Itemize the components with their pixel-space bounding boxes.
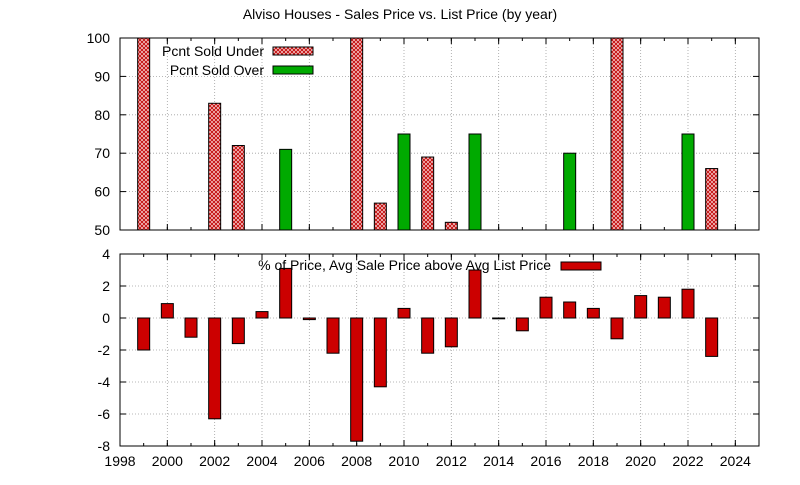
- bar-pct-above-list: [373, 317, 387, 388]
- bar-sold-under: [373, 202, 387, 231]
- bar-sold-over: [279, 148, 293, 231]
- bar-pct-above-list: [586, 307, 600, 319]
- x-tick-label: 1998: [104, 453, 135, 469]
- y-tick-label: 60: [94, 184, 110, 200]
- bar-pct-above-list: [515, 317, 529, 332]
- x-tick-label: 2004: [246, 453, 277, 469]
- legend-swatch: [560, 261, 602, 271]
- bottom-panel: -8 -6 -4 -2 0 2 4 1998 2000 2002 2004 2006 2008 2010 2…: [98, 246, 760, 469]
- y-tick-label: 2: [102, 278, 110, 294]
- x-tick-label: 2002: [199, 453, 230, 469]
- bar-pct-above-list: [563, 301, 577, 319]
- y-tick-label: -8: [98, 438, 111, 454]
- y-tick-label: 50: [94, 222, 110, 238]
- bar-pct-above-list: [137, 317, 151, 351]
- bar-pct-above-list: [610, 317, 624, 340]
- bar-pct-above-list: [302, 317, 316, 321]
- bar-pct-above-list: [326, 317, 340, 354]
- series-pct-above-list: [137, 267, 719, 442]
- x-tick-label: 2006: [294, 453, 325, 469]
- y-tick-label: 70: [94, 145, 110, 161]
- bar-pct-above-list: [681, 288, 695, 319]
- x-tick-label: 2000: [152, 453, 183, 469]
- series-pcnt-sold-over: [279, 133, 695, 231]
- y-tick-label: -4: [98, 374, 111, 390]
- bar-sold-under: [231, 145, 245, 231]
- legend-swatch: [272, 46, 314, 56]
- x-tick-label: 2024: [720, 453, 751, 469]
- x-tick-label: 2020: [625, 453, 656, 469]
- bar-sold-under: [421, 156, 435, 231]
- x-tick-label: 2012: [436, 453, 467, 469]
- plot-border: [119, 37, 760, 231]
- bar-pct-above-list: [705, 317, 719, 357]
- top-panel: 50 60 70 80 90 100 Pcnt Sold Under Pcnt Sold Ov…: [87, 30, 760, 238]
- bar-sold-over: [681, 133, 695, 231]
- y-tick-label: 4: [102, 246, 110, 262]
- bar-sold-under: [444, 221, 458, 231]
- x-tick-label: 2008: [341, 453, 372, 469]
- bar-pct-above-list: [492, 317, 506, 320]
- bar-pct-above-list: [397, 307, 411, 319]
- x-tick-label: 2010: [388, 453, 419, 469]
- bar-pct-above-list: [634, 295, 648, 319]
- bar-pct-above-list: [231, 317, 245, 345]
- bar-pct-above-list: [184, 317, 198, 338]
- legend-label: % of Price, Avg Sale Price above Avg Lis…: [258, 257, 551, 273]
- bar-pct-above-list: [350, 317, 364, 442]
- bar-pct-above-list: [468, 269, 482, 319]
- y-tick-label: 80: [94, 107, 110, 123]
- plot-border: [119, 253, 760, 447]
- bar-sold-over: [468, 133, 482, 231]
- y-tick-label: -2: [98, 342, 111, 358]
- bar-pct-above-list: [160, 303, 174, 319]
- bar-sold-under: [350, 37, 364, 231]
- bar-pct-above-list: [255, 311, 269, 319]
- x-tick-label: 2014: [483, 453, 514, 469]
- y-tick-label: 100: [87, 30, 111, 46]
- bar-pct-above-list: [539, 296, 553, 319]
- y-tick-label: 90: [94, 68, 110, 84]
- bar-pct-above-list: [657, 296, 671, 319]
- bar-sold-under: [137, 37, 151, 231]
- bar-sold-under: [705, 168, 719, 231]
- bar-sold-over: [397, 133, 411, 231]
- bar-sold-over: [563, 152, 577, 231]
- bar-sold-under: [610, 37, 624, 231]
- x-tick-label: 2022: [672, 453, 703, 469]
- top-legend: Pcnt Sold Under Pcnt Sold Over: [162, 43, 314, 78]
- legend-label: Pcnt Sold Under: [162, 43, 264, 59]
- bottom-legend: % of Price, Avg Sale Price above Avg Lis…: [258, 257, 602, 273]
- bar-pct-above-list: [421, 317, 435, 354]
- x-tick-label: 2016: [530, 453, 561, 469]
- legend-label: Pcnt Sold Over: [170, 62, 264, 78]
- y-tick-label: 0: [102, 310, 110, 326]
- x-tick-label: 2018: [578, 453, 609, 469]
- bar-sold-under: [208, 102, 222, 231]
- legend-swatch: [272, 65, 314, 75]
- chart-title: Alviso Houses - Sales Price vs. List Pri…: [243, 6, 557, 22]
- bar-pct-above-list: [279, 267, 293, 319]
- bar-pct-above-list: [444, 317, 458, 348]
- bar-pct-above-list: [208, 317, 222, 420]
- y-tick-label: -6: [98, 406, 111, 422]
